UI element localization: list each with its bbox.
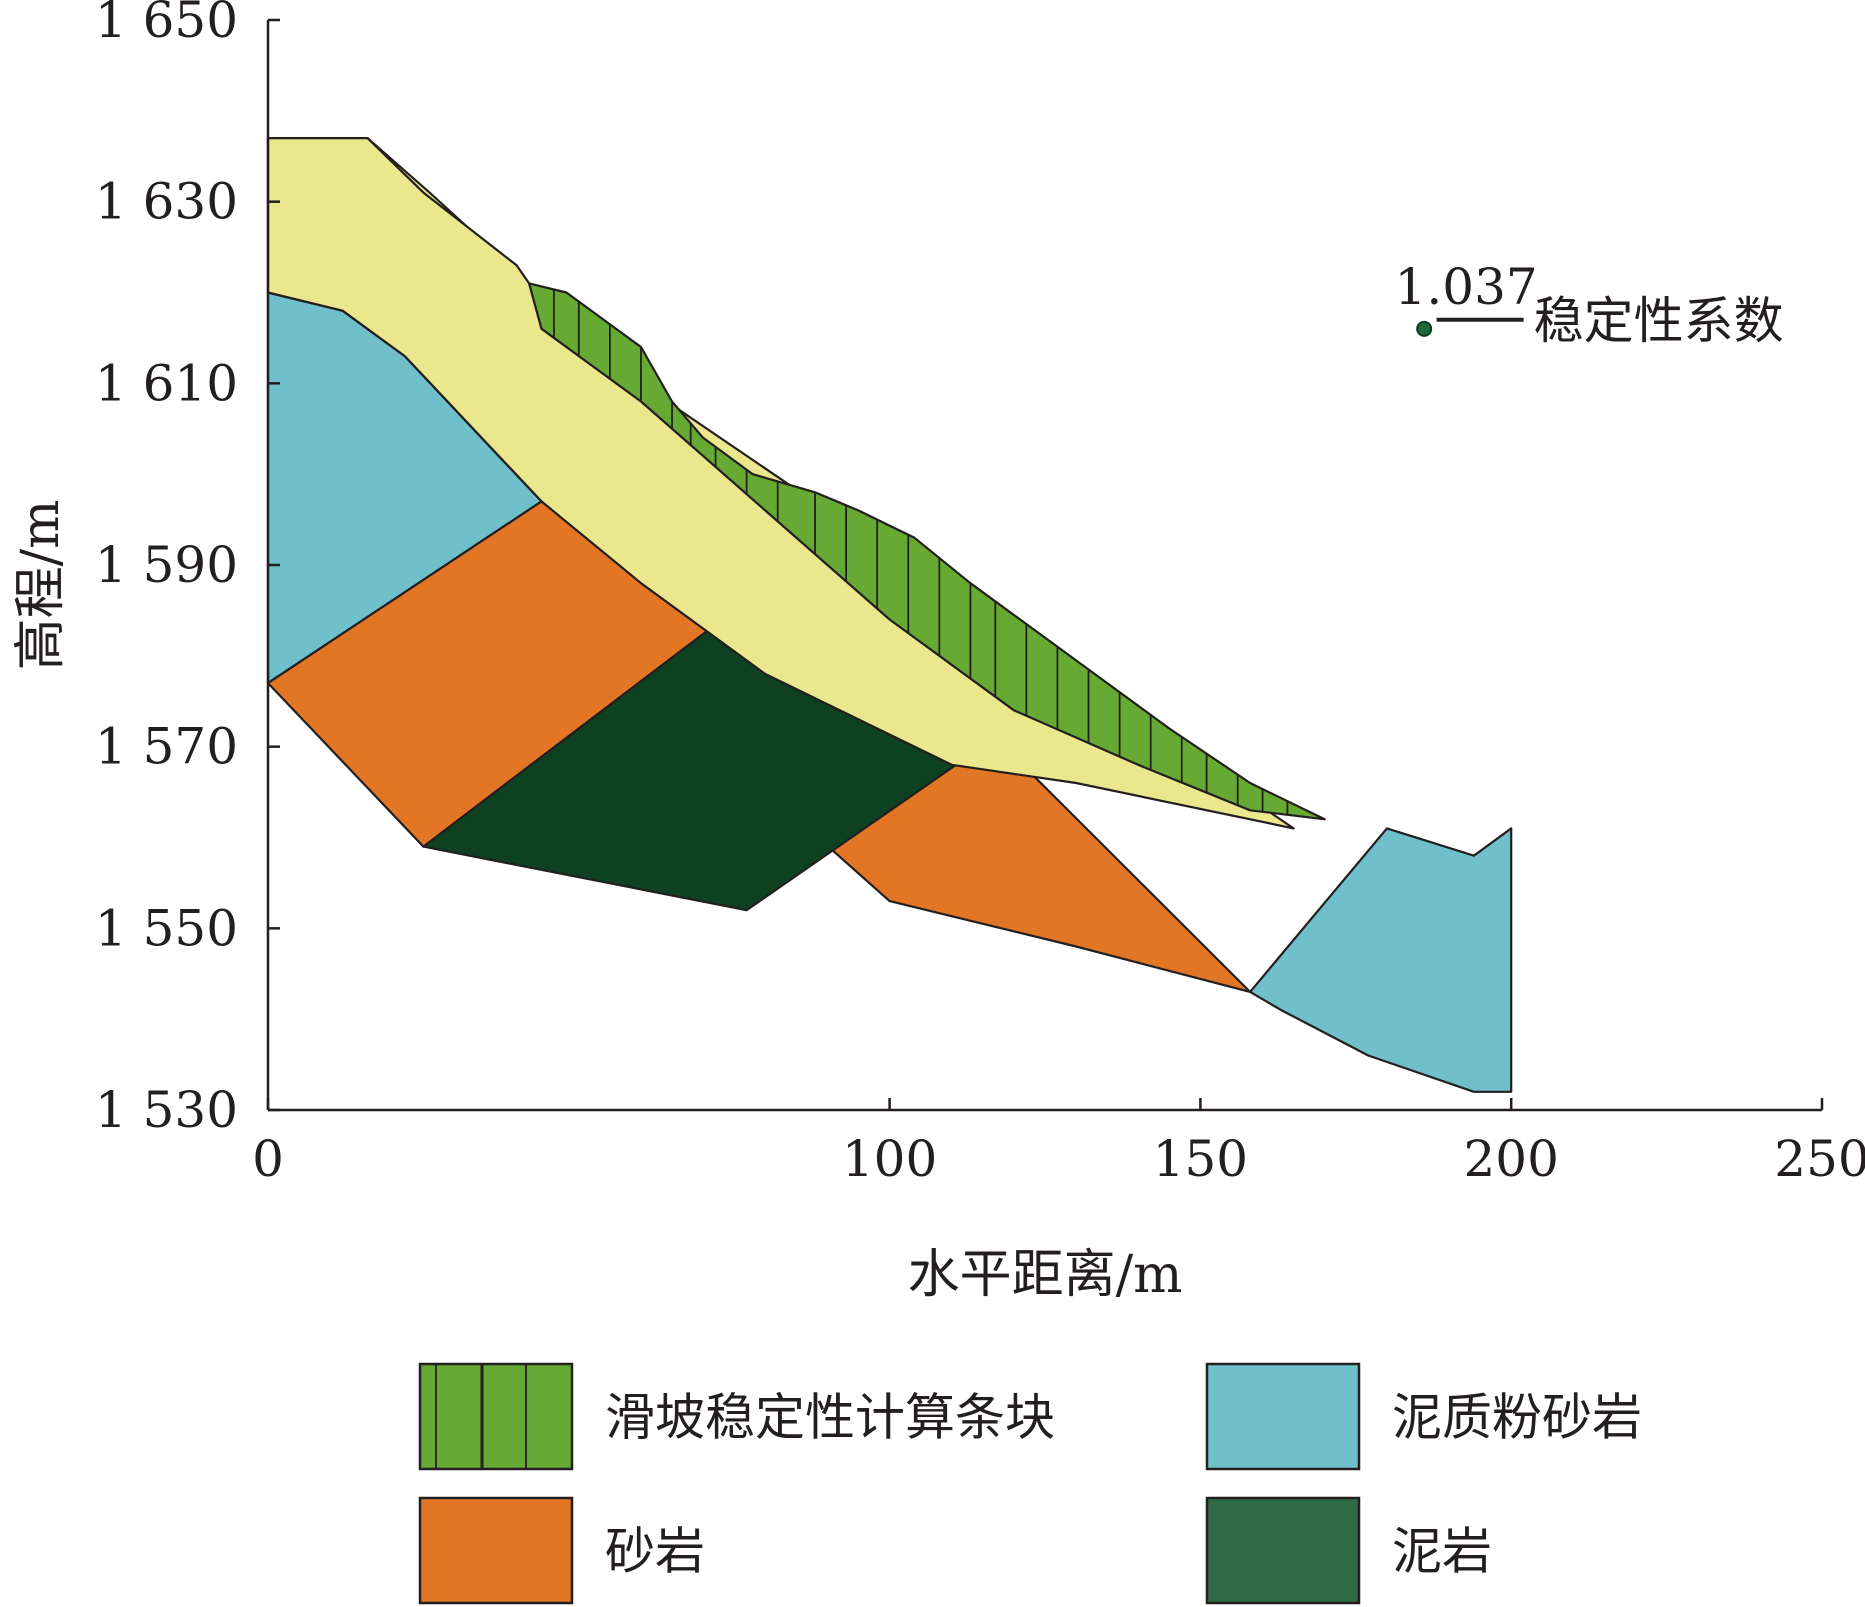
layer-mudstone_siltstone-2 [1248,827,1513,1093]
stability-label: 稳定性系数 [1534,292,1784,350]
stability-value: 1.037 [1395,258,1538,316]
legend-label-sandstone: 砂岩 [605,1523,705,1581]
y-tick-label-1: 1 650 [95,0,238,49]
legend-swatch-slices [418,1362,574,1471]
x-tick-label-4: 200 [1463,1130,1558,1188]
legend-swatch-sandstone [418,1496,574,1605]
legend-swatch-mudstone_siltstone [1205,1362,1361,1471]
x-tick-label-1: 0 [252,1130,284,1188]
x-tick-label-3: 150 [1153,1130,1248,1188]
landslide-slices [527,282,1326,821]
axes: 1 650 1 630 1 610 1 590 1 570 1 550 1 530 0 100… [11,0,1865,1305]
legend-item-mudstone: 泥岩 [1205,1496,1492,1605]
legend-label-mudstone: 泥岩 [1392,1523,1492,1581]
y-axis-title: 高程/m [11,500,71,671]
y-ticks: 1 650 1 630 1 610 1 590 1 570 1 550 1 530 [95,0,280,1139]
x-ticks: 0 100 150 200 250 [252,1098,1865,1188]
legend-item-sandstone: 砂岩 [418,1496,705,1605]
legend-swatch-mudstone [1205,1496,1361,1605]
legend-label-slices: 滑坡稳定性计算条块 [605,1389,1055,1447]
legend-item-mudstone_siltstone: 泥质粉砂岩 [1205,1362,1642,1471]
legend-label-mudstone_siltstone: 泥质粉砂岩 [1392,1389,1642,1447]
y-tick-label-2: 1 630 [95,173,238,231]
plot-area [266,137,1513,1093]
y-tick-label-7: 1 530 [95,1081,238,1139]
x-tick-label-5: 250 [1774,1130,1865,1188]
y-tick-label-4: 1 590 [95,536,238,594]
y-tick-label-6: 1 550 [95,899,238,957]
y-tick-label-3: 1 610 [95,354,238,412]
legend-item-slices: 滑坡稳定性计算条块 [418,1362,1055,1471]
y-tick-label-5: 1 570 [95,718,238,776]
x-axis-title: 水平距离/m [908,1245,1183,1305]
annotation-point [1416,320,1433,337]
stability-annotation: 1.037 稳定性系数 [1395,258,1784,350]
x-tick-label-2: 100 [842,1130,937,1188]
